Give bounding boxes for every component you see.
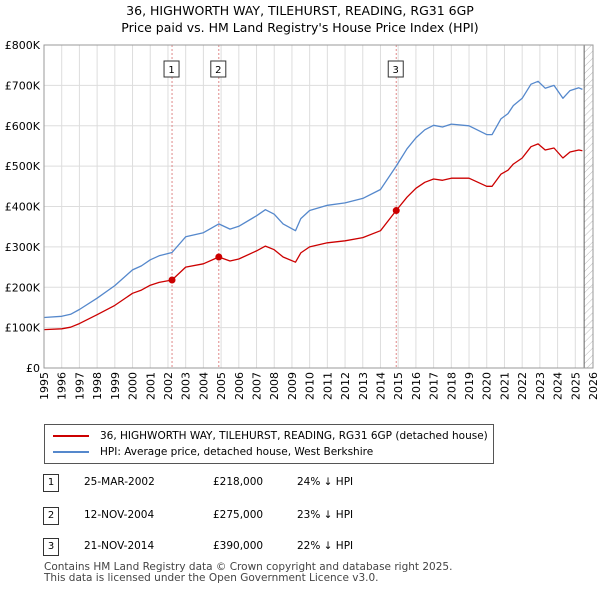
transaction-date: 21-NOV-2014	[84, 540, 155, 552]
x-tick-label: 2005	[215, 372, 228, 400]
x-tick-label: 1996	[56, 372, 69, 400]
x-tick-label: 1998	[91, 372, 104, 400]
legend-swatch-hpi	[53, 451, 89, 453]
x-tick-label: 2024	[552, 372, 565, 400]
x-tick-label: 2026	[587, 372, 600, 400]
y-tick-label: £200K	[5, 281, 41, 294]
y-tick-label: £400K	[5, 201, 41, 214]
x-tick-label: 2007	[251, 372, 264, 400]
transaction-date: 12-NOV-2004	[84, 509, 155, 521]
x-tick-label: 1999	[109, 372, 122, 400]
transaction-hpi: 22% ↓ HPI	[297, 540, 354, 552]
x-tick-label: 2003	[180, 372, 193, 400]
x-tick-label: 2021	[498, 372, 511, 400]
x-tick-label: 2010	[304, 372, 317, 400]
transaction-label: 2	[215, 65, 221, 76]
transaction-number: 1	[43, 474, 59, 492]
legend-swatch-property	[53, 435, 89, 437]
legend-label-property: 36, HIGHWORTH WAY, TILEHURST, READING, R…	[100, 430, 488, 442]
x-tick-label: 2025	[569, 372, 582, 400]
transaction-number: 3	[43, 538, 59, 556]
chart-subtitle: Price paid vs. HM Land Registry's House …	[121, 20, 479, 35]
x-tick-label: 2002	[162, 372, 175, 400]
y-tick-label: £0	[26, 362, 40, 375]
future-hatch-region	[583, 45, 593, 368]
y-tick-label: £300K	[5, 241, 41, 254]
legend-label-hpi: HPI: Average price, detached house, West…	[100, 446, 374, 458]
x-tick-label: 2006	[233, 372, 246, 400]
transaction-label-box	[387, 60, 404, 78]
y-tick-label: £100K	[5, 322, 41, 335]
chart-title: 36, HIGHWORTH WAY, TILEHURST, READING, R…	[126, 3, 474, 18]
y-tick-label: £800K	[5, 39, 41, 52]
transaction-label-box	[163, 60, 180, 78]
x-tick-label: 2008	[268, 372, 281, 400]
x-tick-label: 2014	[374, 372, 387, 400]
transaction-hpi: 23% ↓ HPI	[297, 509, 354, 521]
x-tick-label: 1997	[73, 372, 86, 400]
transaction-label: 1	[168, 65, 174, 76]
transaction-label-box	[210, 60, 227, 78]
x-tick-label: 2017	[428, 372, 441, 400]
y-tick-label: £700K	[5, 79, 41, 92]
transaction-hpi: 24% ↓ HPI	[297, 476, 354, 488]
y-tick-label: £500K	[5, 160, 41, 173]
transaction-price: £218,000	[213, 476, 264, 488]
x-tick-label: 2013	[357, 372, 370, 400]
x-tick-label: 2023	[534, 372, 547, 400]
x-tick-label: 2009	[286, 372, 299, 400]
transaction-lines: 1 2 3	[163, 45, 404, 368]
footer-licence: This data is licensed under the Open Gov…	[44, 572, 379, 584]
x-tick-label: 2015	[392, 372, 405, 400]
series-line-property	[43, 143, 583, 331]
transaction-row: 3 21-NOV-2014 £390,000 22% ↓ HPI	[0, 537, 600, 557]
x-tick-label: 2018	[445, 372, 458, 400]
x-tick-label: 2022	[516, 372, 529, 400]
marker-layer	[168, 207, 400, 284]
x-tick-label: 2020	[481, 372, 494, 400]
sale-point	[392, 207, 400, 215]
price-chart: 1 2 3 £0 £100K £200K £300K £400K £500K £600K £700…	[5, 39, 600, 400]
x-tick-label: 2011	[321, 372, 334, 400]
x-tick-label: 2019	[463, 372, 476, 400]
series-line-hpi	[43, 80, 583, 319]
x-tick-label: 2001	[144, 372, 157, 400]
transaction-row: 1 25-MAR-2002 £218,000 24% ↓ HPI	[0, 473, 600, 493]
series-layer	[43, 80, 583, 331]
transaction-number: 2	[43, 507, 59, 525]
x-tick-label: 2000	[127, 372, 140, 400]
x-tick-label: 1995	[38, 372, 51, 400]
future-hatch	[584, 45, 593, 368]
transaction-price: £275,000	[213, 509, 264, 521]
footer-copyright: Contains HM Land Registry data © Crown c…	[44, 561, 453, 573]
axis-layer: £0 £100K £200K £300K £400K £500K £600K £700K £80…	[5, 39, 600, 400]
y-tick-label: £600K	[5, 120, 41, 133]
x-tick-label: 2004	[197, 372, 210, 400]
transaction-price: £390,000	[213, 540, 264, 552]
sale-point	[168, 276, 176, 284]
sale-point	[215, 253, 223, 261]
x-tick-label: 2012	[339, 372, 352, 400]
legend: 36, HIGHWORTH WAY, TILEHURST, READING, R…	[44, 424, 494, 464]
transaction-date: 25-MAR-2002	[84, 476, 155, 488]
plot-frame	[43, 44, 594, 369]
x-tick-label: 2016	[410, 372, 423, 400]
transaction-label: 3	[393, 65, 399, 76]
grid-layer	[43, 44, 594, 369]
transaction-row: 2 12-NOV-2004 £275,000 23% ↓ HPI	[0, 506, 600, 526]
